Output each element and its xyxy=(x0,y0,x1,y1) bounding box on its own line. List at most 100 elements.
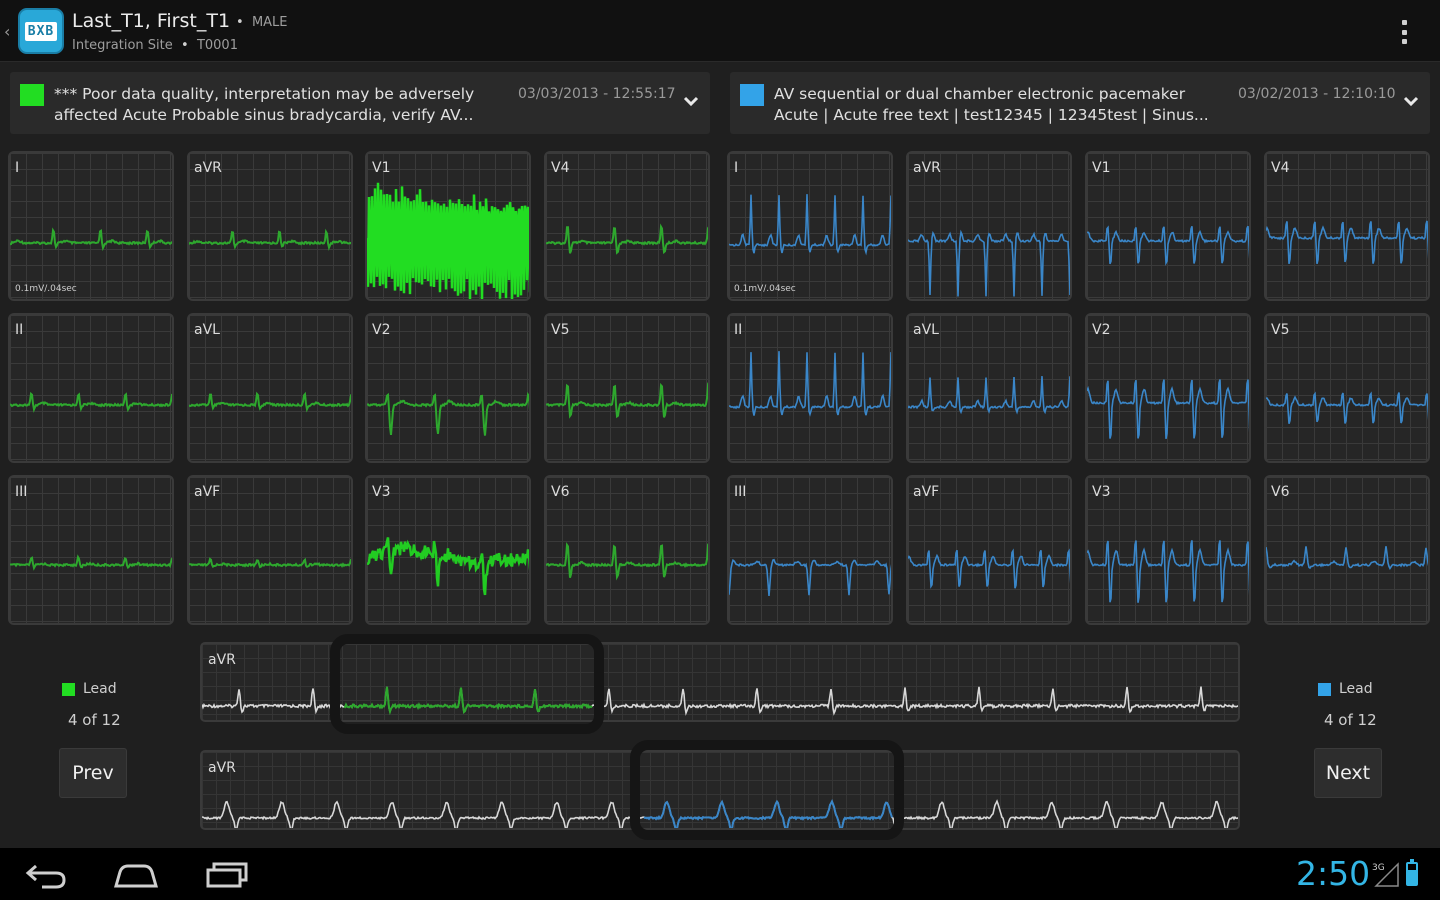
lead-label: V6 xyxy=(1271,484,1290,500)
ecg-waveform xyxy=(908,229,1070,297)
lead-label: V1 xyxy=(1092,160,1111,176)
lead-count-left: 4 of 12 xyxy=(68,711,121,729)
recents-nav-icon[interactable] xyxy=(204,860,250,890)
lead-tile-II[interactable]: II xyxy=(727,313,893,463)
ecg-datetime: 03/03/2013 - 12:55:17 xyxy=(518,86,676,102)
ecg-waveform xyxy=(367,182,529,299)
rhythm-window-handle[interactable] xyxy=(330,634,604,734)
lead-tile-V6[interactable]: V6 xyxy=(544,475,710,625)
interpretation-line-2: Acute | Acute free text | test12345 | 12… xyxy=(774,106,1209,124)
lead-label: II xyxy=(734,322,743,338)
rhythm-waveform xyxy=(202,799,1238,828)
lead-label: V6 xyxy=(551,484,570,500)
ecg-waveform xyxy=(1087,540,1249,603)
rhythm-lead-label: aVR xyxy=(208,760,236,776)
patient-name: Last_T1, First_T1 xyxy=(72,10,231,32)
app-logo[interactable]: BXB xyxy=(18,8,64,54)
lead-indicator-left: Lead xyxy=(62,681,117,697)
lead-tile-V2[interactable]: V2 xyxy=(365,313,531,463)
overflow-menu-icon[interactable] xyxy=(1396,18,1412,46)
lead-tile-aVR[interactable]: aVR xyxy=(187,151,353,301)
interpretation-card-left[interactable]: *** Poor data quality, interpretation ma… xyxy=(10,72,710,134)
ecg-color-swatch xyxy=(740,84,764,106)
rhythm-strip-left[interactable]: aVR xyxy=(200,642,1240,722)
ecg-waveform xyxy=(1266,546,1428,570)
lead-tile-V6[interactable]: V6 xyxy=(1264,475,1430,625)
ecg-waveform xyxy=(367,391,529,436)
lead-tile-I[interactable]: I 0.1mV/.04sec xyxy=(8,151,174,301)
chevron-down-icon[interactable] xyxy=(682,94,700,108)
lead-tile-aVL[interactable]: aVL xyxy=(187,313,353,463)
status-clock: 2:50 xyxy=(1296,854,1371,893)
ecg-waveform xyxy=(1087,379,1249,440)
rhythm-strip-right[interactable]: aVR xyxy=(200,750,1240,830)
lead-tile-V3[interactable]: V3 xyxy=(365,475,531,625)
system-navigation-bar: 2:50 3G xyxy=(0,848,1440,900)
app-logo-text: BXB xyxy=(24,21,58,41)
lead-tile-V1[interactable]: V1 xyxy=(365,151,531,301)
lead-label: aVR xyxy=(913,160,941,176)
lead-tile-V2[interactable]: V2 xyxy=(1085,313,1251,463)
ecg-waveform xyxy=(10,391,172,413)
lead-tile-aVF[interactable]: aVF xyxy=(187,475,353,625)
lead-label: V5 xyxy=(551,322,570,338)
chevron-down-icon[interactable] xyxy=(1402,94,1420,108)
ecg-color-swatch xyxy=(20,84,44,106)
ecg-waveform xyxy=(367,537,529,596)
prev-button[interactable]: Prev xyxy=(59,748,127,798)
lead-label: V2 xyxy=(1092,322,1111,338)
ecg-waveform xyxy=(189,228,351,251)
lead-label: V3 xyxy=(372,484,391,500)
lead-indicator-label: Lead xyxy=(83,681,117,697)
rhythm-lead-label: aVR xyxy=(208,652,236,668)
lead-label: aVL xyxy=(913,322,939,338)
ecg-waveform xyxy=(189,557,351,569)
lead-count-right: 4 of 12 xyxy=(1324,711,1377,729)
lead-indicator-right: Lead xyxy=(1318,681,1373,697)
back-nav-icon[interactable] xyxy=(24,860,68,890)
patient-sex-value: MALE xyxy=(251,15,288,30)
next-button[interactable]: Next xyxy=(1314,748,1382,798)
lead-label: III xyxy=(734,484,747,500)
lead-tile-aVR[interactable]: aVR xyxy=(906,151,1072,301)
ecg-waveform xyxy=(908,548,1070,589)
lead-tile-V5[interactable]: V5 xyxy=(1264,313,1430,463)
back-chevron-icon[interactable]: ‹ xyxy=(4,22,11,41)
lead-tile-aVL[interactable]: aVL xyxy=(906,313,1072,463)
interpretation-line-1: *** Poor data quality, interpretation ma… xyxy=(54,85,475,103)
ecg-waveform xyxy=(1087,225,1249,266)
ecg-waveform xyxy=(546,382,708,419)
lead-tile-aVF[interactable]: aVF xyxy=(906,475,1072,625)
lead-tile-V4[interactable]: V4 xyxy=(1264,151,1430,301)
action-bar: ‹ BXB Last_T1, First_T1 • MALE Integrati… xyxy=(0,0,1440,62)
site-name: Integration Site xyxy=(72,38,173,53)
lead-label: aVL xyxy=(194,322,220,338)
lead-label: II xyxy=(15,322,24,338)
lead-label: aVF xyxy=(913,484,940,500)
lead-label: aVF xyxy=(194,484,221,500)
separator-dot: • xyxy=(181,38,189,53)
signal-icon: 3G xyxy=(1372,862,1399,887)
lead-label: V4 xyxy=(551,160,570,176)
lead-label: I xyxy=(15,160,20,176)
ecg-waveform xyxy=(729,194,891,256)
lead-tile-III[interactable]: III xyxy=(8,475,174,625)
separator-dot: • xyxy=(236,15,244,30)
ecg-waveform xyxy=(908,376,1070,415)
lead-tile-V4[interactable]: V4 xyxy=(544,151,710,301)
lead-tile-II[interactable]: II xyxy=(8,313,174,463)
lead-tile-III[interactable]: III xyxy=(727,475,893,625)
lead-tile-V3[interactable]: V3 xyxy=(1085,475,1251,625)
lead-tile-I[interactable]: I 0.1mV/.04sec xyxy=(727,151,893,301)
lead-tile-V5[interactable]: V5 xyxy=(544,313,710,463)
lead-label: V2 xyxy=(372,322,391,338)
patient-id: T0001 xyxy=(196,38,238,53)
home-nav-icon[interactable] xyxy=(112,860,160,890)
lead-label: V4 xyxy=(1271,160,1290,176)
interpretation-card-right[interactable]: AV sequential or dual chamber electronic… xyxy=(730,72,1430,134)
rhythm-window-handle[interactable] xyxy=(630,740,904,840)
ecg-waveform xyxy=(10,554,172,571)
interpretation-line-2: affected Acute Probable sinus bradycardi… xyxy=(54,106,474,124)
lead-tile-V1[interactable]: V1 xyxy=(1085,151,1251,301)
